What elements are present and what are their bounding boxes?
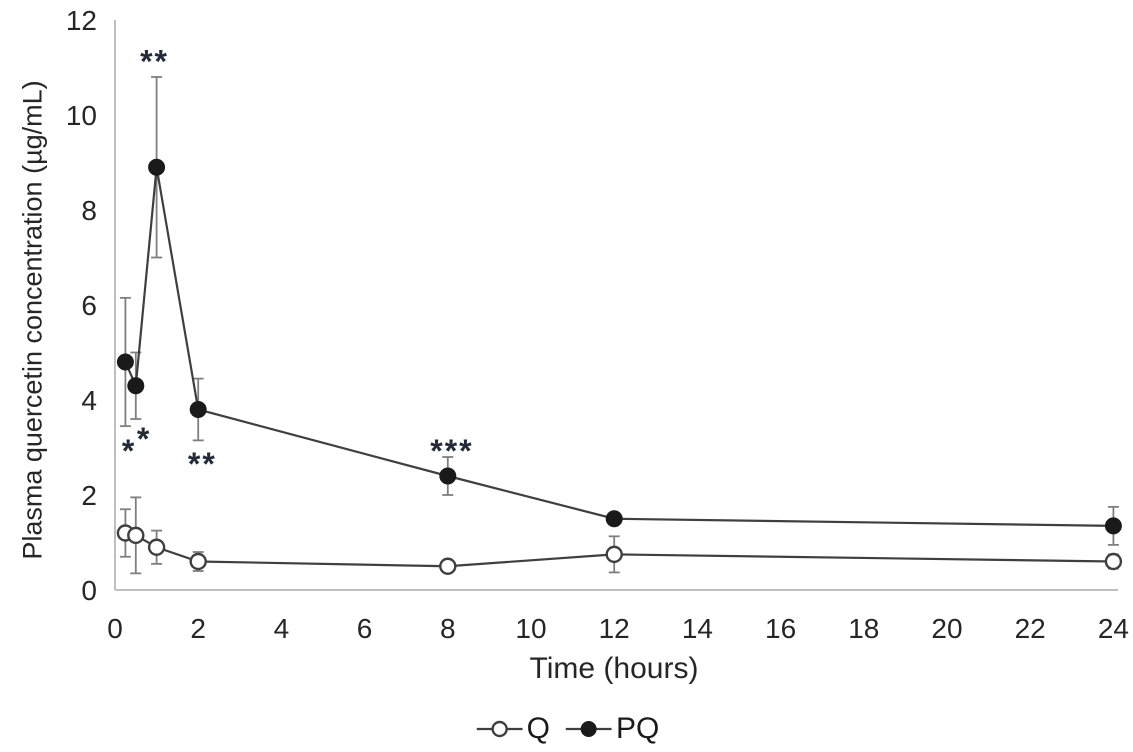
- x-tick-label: 10: [515, 613, 546, 644]
- x-tick-label: 16: [765, 613, 796, 644]
- marker-PQ: [148, 158, 166, 176]
- significance-stars: *: [137, 421, 151, 457]
- marker-Q: [189, 552, 207, 571]
- x-axis-title: Time (hours): [529, 652, 699, 685]
- legend: Q PQ: [476, 712, 660, 746]
- legend-item-pq: PQ: [565, 712, 660, 746]
- y-axis-title: Plasma quercetin concentration (µg/mL): [17, 80, 48, 560]
- significance-stars: ***: [430, 433, 473, 469]
- marker-Q: [439, 557, 457, 575]
- marker-Q: [1104, 552, 1123, 571]
- x-tick-label: 14: [682, 613, 713, 644]
- x-tick-label: 20: [931, 613, 962, 644]
- x-tick-label: 8: [440, 613, 456, 644]
- y-tick-label: 10: [66, 100, 97, 131]
- marker-PQ: [189, 401, 207, 418]
- x-tick-label: 4: [274, 613, 290, 644]
- marker-PQ: [605, 510, 623, 528]
- x-tick-label: 22: [1015, 613, 1046, 644]
- y-tick-label: 12: [66, 5, 97, 36]
- y-tick-label: 2: [81, 480, 97, 511]
- y-tick-label: 0: [81, 575, 97, 606]
- legend-label-q: Q: [526, 712, 550, 745]
- x-tick-label: 18: [848, 613, 879, 644]
- y-tick-label: 4: [81, 385, 97, 416]
- significance-stars: **: [188, 446, 217, 482]
- significance-stars: **: [140, 44, 169, 80]
- legend-label-pq: PQ: [615, 712, 660, 745]
- marker-Q: [127, 526, 145, 545]
- x-tick-label: 6: [357, 613, 373, 644]
- open-circle-marker-icon: [476, 720, 523, 738]
- x-tick-label: 2: [190, 613, 206, 644]
- x-tick-label: 24: [1098, 613, 1129, 644]
- marker-PQ: [127, 377, 145, 395]
- legend-item-q: Q: [476, 712, 550, 746]
- x-tick-label: 0: [107, 613, 123, 644]
- marker-PQ: [116, 353, 134, 371]
- filled-circle-marker-icon: [565, 721, 612, 737]
- y-tick-label: 8: [81, 195, 97, 226]
- marker-PQ: [439, 467, 457, 485]
- series-line-PQ: [124, 167, 1114, 527]
- significance-stars: *: [122, 433, 136, 469]
- x-tick-label: 12: [599, 613, 630, 644]
- marker-Q: [147, 538, 166, 556]
- y-tick-label: 6: [81, 290, 97, 321]
- marker-PQ: [1104, 517, 1122, 535]
- marker-Q: [605, 545, 623, 564]
